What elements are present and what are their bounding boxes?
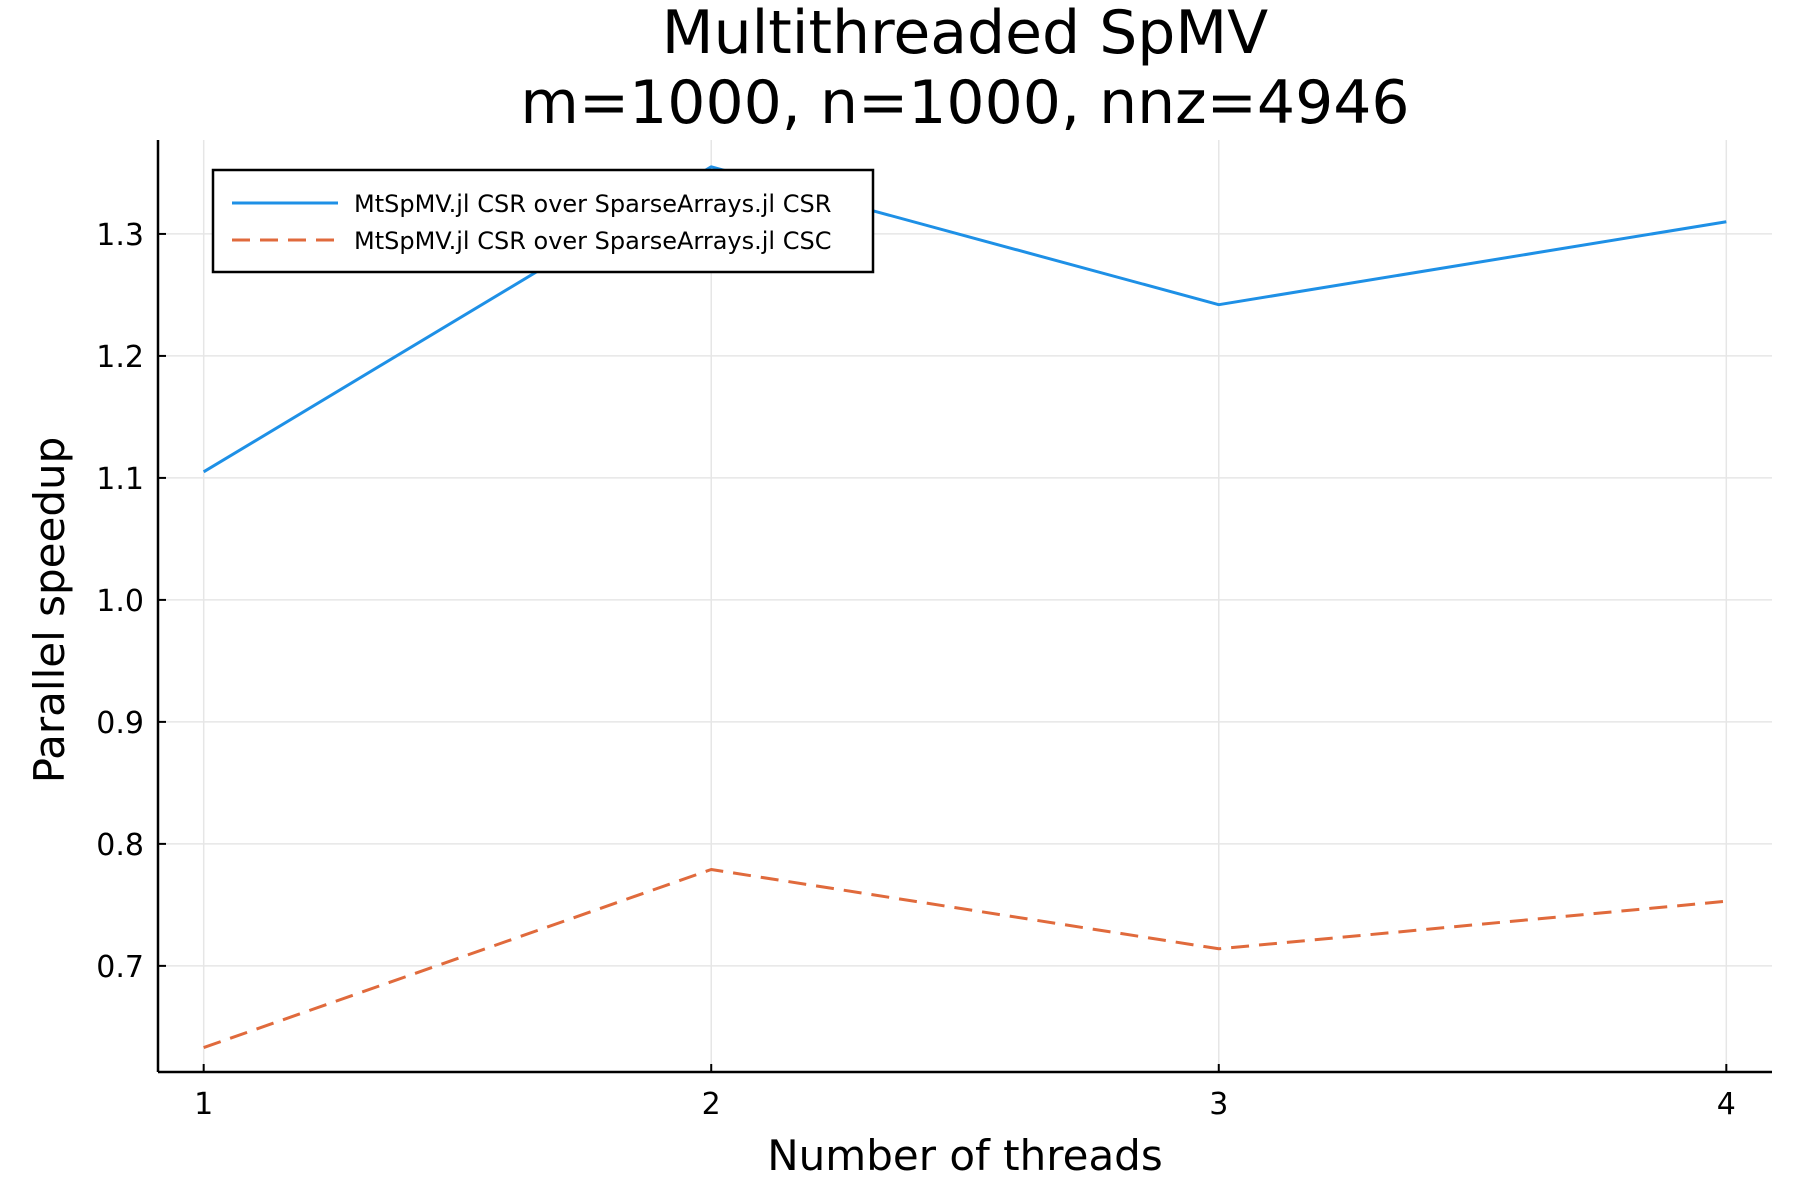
y-tick-label: 0.7 bbox=[96, 950, 144, 985]
chart-subtitle: m=1000, n=1000, nnz=4946 bbox=[520, 68, 1409, 138]
grid-lines bbox=[158, 140, 1772, 1072]
legend-label-1: MtSpMV.jl CSR over SparseArrays.jl CSR bbox=[354, 190, 831, 218]
x-tick-label: 3 bbox=[1209, 1087, 1228, 1122]
legend-label-2: MtSpMV.jl CSR over SparseArrays.jl CSC bbox=[354, 227, 831, 255]
y-tick-label: 1.0 bbox=[96, 584, 144, 619]
x-tick-label: 1 bbox=[194, 1087, 213, 1122]
y-tick-label: 0.8 bbox=[96, 828, 144, 863]
tick-labels: 1 2 3 4 0.7 0.8 0.9 1.0 1.1 1.2 1.3 bbox=[96, 218, 1736, 1122]
x-axis-label: Number of threads bbox=[767, 1131, 1162, 1180]
x-tick-label: 2 bbox=[702, 1087, 721, 1122]
chart-title: Multithreaded SpMV bbox=[662, 0, 1268, 68]
series-lines bbox=[202, 165, 1727, 1050]
y-tick-label: 1.3 bbox=[96, 218, 144, 253]
x-tick-label: 4 bbox=[1717, 1087, 1736, 1122]
y-tick-label: 1.1 bbox=[96, 462, 144, 497]
series-line-1 bbox=[202, 165, 1727, 474]
legend-box bbox=[211, 168, 875, 274]
y-tick-label: 0.9 bbox=[96, 706, 144, 741]
y-tick-label: 1.2 bbox=[96, 340, 144, 375]
legend: MtSpMV.jl CSR over SparseArrays.jl CSR M… bbox=[211, 168, 875, 274]
series-line-2 bbox=[203, 867, 1727, 1050]
y-axis-label: Parallel speedup bbox=[25, 437, 74, 784]
axes bbox=[156, 140, 1772, 1074]
